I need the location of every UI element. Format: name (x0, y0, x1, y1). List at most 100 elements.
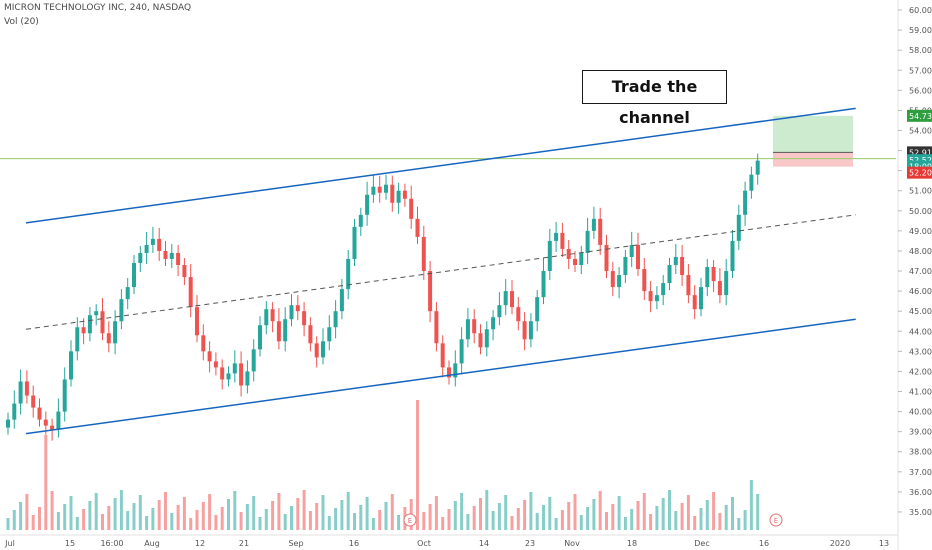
candle-body (497, 305, 502, 318)
channel-midline (25, 214, 856, 330)
volume-bar (101, 514, 104, 530)
volume-bar (233, 491, 237, 530)
candle-body (232, 363, 237, 374)
y-tick-label: 36.00 (909, 488, 932, 497)
candle-body (554, 232, 559, 241)
x-tick-label: 23 (525, 539, 535, 548)
candle-body (289, 305, 294, 320)
volume-bars (6, 400, 760, 530)
volume-bar (107, 506, 111, 530)
volume-bar (302, 490, 306, 530)
candle-body (12, 403, 17, 420)
volume-bar (271, 501, 275, 530)
channel-lines (25, 107, 856, 435)
candle-body (648, 291, 653, 302)
candle-body (654, 295, 659, 302)
candle-body (692, 295, 697, 310)
candle-body (113, 321, 118, 344)
volume-bar (31, 515, 35, 530)
candle-body (327, 327, 332, 342)
volume-bar (605, 512, 608, 530)
candle-body (37, 407, 42, 420)
candle-body (573, 258, 577, 266)
y-tick-label: 40.00 (909, 408, 932, 417)
volume-bar (390, 494, 394, 530)
x-tick-label: 14 (479, 539, 489, 548)
candle-body (195, 307, 199, 336)
candle-body (31, 395, 36, 408)
volume-bar (516, 508, 520, 530)
volume-bar (170, 513, 174, 530)
volume-bar (674, 511, 678, 530)
candle-body (132, 263, 136, 288)
candle-body (18, 381, 23, 404)
volume-bar (554, 518, 558, 530)
volume-bar (252, 496, 256, 530)
price-axis: 35.00 36.00 37.00 38.00 39.00 40.00 41.00 42.00… (897, 0, 932, 550)
volume-bar (743, 510, 747, 530)
x-tick-label: Aug (144, 539, 160, 548)
volume-bar (126, 511, 130, 530)
volume-bar (472, 506, 476, 530)
candle-body (686, 275, 691, 296)
candle-body (617, 275, 622, 288)
candle-body (283, 319, 288, 342)
channel-boundary-line (25, 107, 856, 224)
volume-bar (542, 505, 545, 530)
volume-bar (630, 509, 634, 530)
candle-body (535, 297, 540, 322)
volume-bar (214, 515, 218, 530)
candle-body (339, 289, 344, 312)
volume-bar (239, 512, 243, 530)
volume-bar (686, 495, 690, 530)
y-tick-label: 37.00 (909, 468, 932, 477)
volume-bar (497, 503, 501, 530)
candle-body (661, 283, 666, 296)
volume-bar (718, 513, 722, 530)
candle-body (566, 248, 571, 259)
y-tick-label: 45.00 (909, 307, 932, 316)
candle-body (642, 269, 647, 292)
volume-bar (182, 497, 186, 530)
y-tick-label: 46.00 (909, 287, 932, 296)
earnings-marker-icon[interactable]: E (769, 513, 783, 527)
price-tag-stop (907, 166, 932, 179)
volume-bar (334, 508, 338, 530)
volume-bar (434, 496, 438, 530)
y-tick-label: 39.00 (909, 428, 932, 437)
candle-body (711, 267, 716, 282)
candle-body (421, 236, 426, 272)
candle-body (478, 333, 483, 348)
candle-body (402, 190, 407, 199)
price-tag-label: 52.91 (909, 148, 932, 157)
candle-body (636, 244, 640, 270)
candle-body (472, 319, 477, 334)
candle-body (226, 373, 231, 380)
volume-bar (422, 512, 426, 530)
candle-body (87, 315, 92, 334)
volume-bar (623, 517, 627, 530)
candle-body (144, 244, 149, 253)
volume-bar (195, 510, 199, 530)
volume-bar (699, 508, 703, 530)
candle-body (510, 291, 514, 308)
svg-text:E: E (774, 517, 778, 525)
candle-body (264, 309, 269, 326)
candle-body (717, 281, 722, 296)
volume-bar (649, 514, 653, 530)
candle-body (396, 190, 401, 203)
earnings-marker-icon[interactable]: E (403, 513, 417, 527)
symbol-title: MICRON TECHNOLOGY INC, 240, NASDAQ (4, 3, 192, 13)
trade-channel-callout[interactable]: Trade the channel (582, 70, 727, 127)
volume-bar (56, 512, 60, 530)
candle-body (81, 327, 86, 334)
volume-bar (523, 500, 527, 530)
volume-bar (327, 516, 331, 530)
y-tick-label: 41.00 (909, 387, 932, 396)
volume-bar (208, 494, 212, 530)
y-tick-label: 58.00 (909, 46, 932, 55)
volume-bar (384, 502, 388, 530)
volume-bar (340, 500, 344, 530)
volume-bar (617, 496, 621, 530)
